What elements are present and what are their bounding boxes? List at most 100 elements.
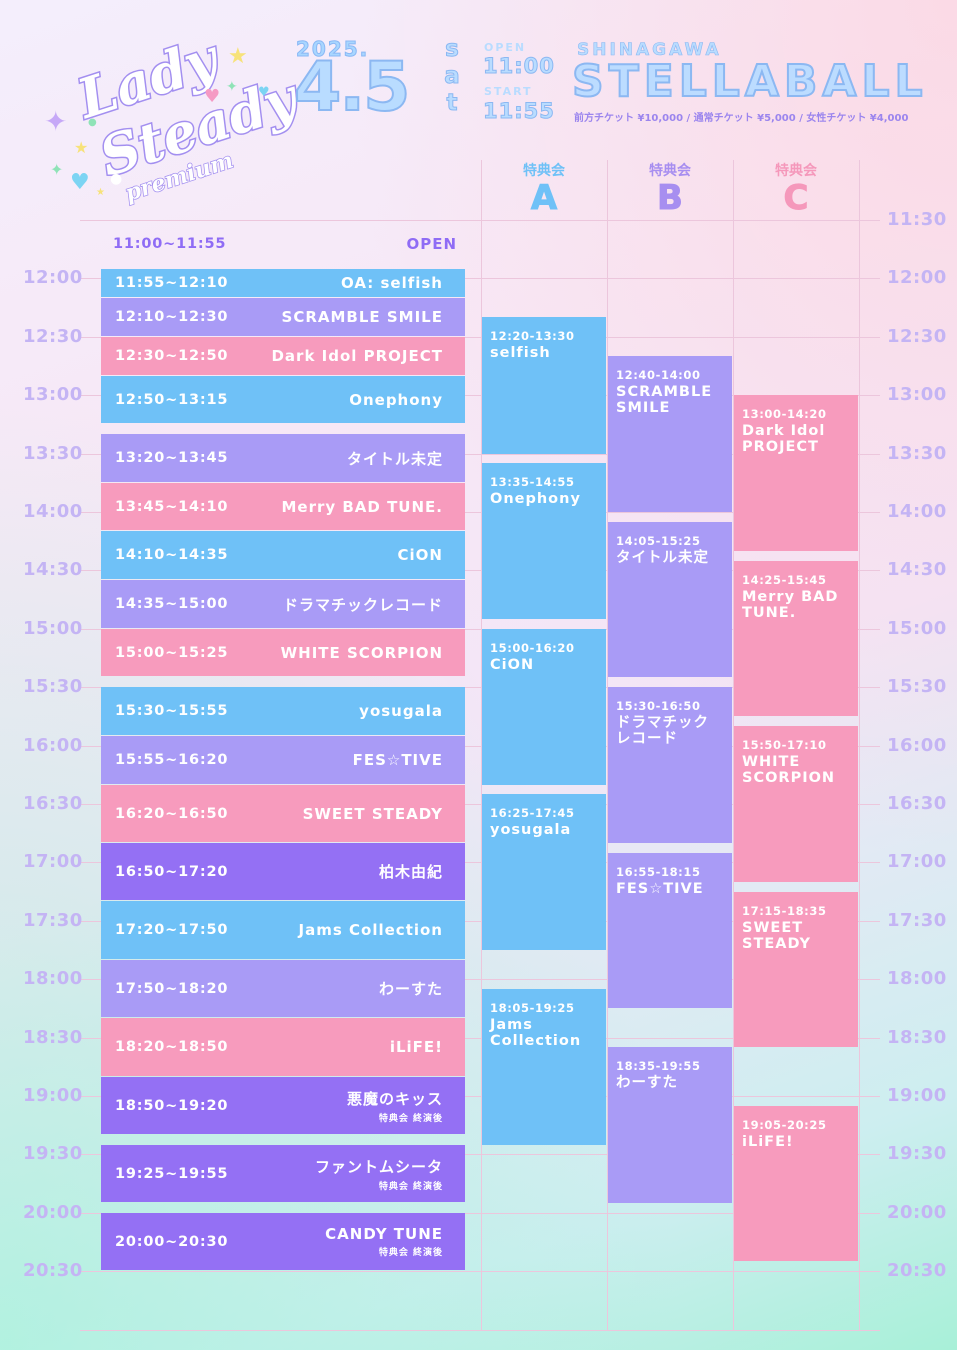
live-slot: 14:35~15:00 ドラマチックレコード — [101, 580, 465, 628]
live-slot: 17:50~18:20 わーすた — [101, 960, 465, 1017]
time-label-right: 18:00 — [887, 968, 947, 989]
sparkle-icon: ✦ — [50, 160, 64, 179]
live-slot-artist-wrap: FES☆TIVE — [353, 751, 443, 769]
open-time: 11:00 — [483, 54, 555, 79]
grid-line — [80, 687, 880, 688]
live-slot-artist-wrap: ファントムシータ 特典会 終演後 — [315, 1156, 443, 1192]
booth-slot: 18:35-19:55 わーすた — [608, 1047, 732, 1203]
time-label-left: 20:00 — [23, 1202, 83, 1223]
time-label-left: 16:30 — [23, 793, 83, 814]
event-year: 2025. — [295, 37, 370, 62]
live-slot: 20:00~20:30 CANDY TUNE 特典会 終演後 — [101, 1213, 465, 1270]
booth-slot-artist: iLiFE! — [742, 1134, 794, 1150]
booth-slot-artist: Merry BAD TUNE. — [742, 589, 839, 621]
live-slot-artist: 悪魔のキッス — [346, 1089, 443, 1108]
booth-slot: 12:20-13:30 selfish — [482, 317, 606, 454]
booth-slot: 16:25-17:45 yosugala — [482, 794, 606, 950]
live-slot-artist-wrap: 悪魔のキッス 特典会 終演後 — [347, 1088, 443, 1124]
live-slot-note: 特典会 終演後 — [378, 1248, 443, 1258]
booth-slot-time: 15:50-17:10 — [742, 738, 827, 752]
time-label-left: 19:30 — [23, 1143, 83, 1164]
column-divider — [607, 160, 608, 1330]
booth-slot-artist: わーすた — [616, 1075, 678, 1091]
live-slot-artist: わーすた — [378, 980, 443, 998]
time-label-right: 11:30 — [887, 209, 947, 230]
live-slot-artist: yosugala — [359, 702, 443, 720]
time-label-left: 20:30 — [23, 1260, 83, 1281]
live-slot-artist: ファントムシータ — [314, 1157, 443, 1176]
live-slot: 15:00~15:25 WHITE SCORPION — [101, 629, 465, 676]
open-row: 11:00~11:55 OPEN — [101, 232, 457, 256]
live-slot: 19:25~19:55 ファントムシータ 特典会 終演後 — [101, 1145, 465, 1202]
column-divider — [481, 160, 482, 1330]
grid-line — [80, 804, 880, 805]
grid-line — [80, 1271, 880, 1272]
time-label-left: 13:30 — [23, 443, 83, 464]
live-slot-time: 17:20~17:50 — [115, 922, 229, 938]
booth-header-letter: B — [657, 178, 684, 218]
live-slot-artist-wrap: OA: selfish — [341, 274, 443, 292]
grid-line — [80, 1330, 880, 1331]
time-label-right: 16:30 — [887, 793, 947, 814]
live-slot: 16:50~17:20 柏木由紀 — [101, 843, 465, 900]
booth-header-sub: 特典会 — [523, 163, 565, 179]
booth-slot-artist: タイトル未定 — [616, 550, 709, 566]
live-slot-artist: Merry BAD TUNE. — [281, 497, 443, 516]
time-label-left: 12:30 — [23, 326, 83, 347]
heart-icon: ♥ — [204, 86, 221, 107]
booth-header-c: 特典会 C — [733, 160, 859, 217]
live-slot-time: 15:30~15:55 — [115, 703, 229, 719]
time-label-right: 13:00 — [887, 384, 947, 405]
live-slot-artist-wrap: Merry BAD TUNE. — [281, 498, 443, 516]
live-slot-artist-wrap: CiON — [398, 546, 443, 564]
time-label-right: 20:30 — [887, 1260, 947, 1281]
live-slot-artist: SCRAMBLE SMILE — [281, 308, 443, 326]
booth-slot-time: 15:30-16:50 — [616, 699, 701, 713]
booth-slot-artist: yosugala — [490, 822, 572, 838]
booth-slot: 15:30-16:50 ドラマチックレコード — [608, 687, 732, 843]
live-slot-time: 20:00~20:30 — [115, 1233, 229, 1250]
live-slot-time: 14:35~15:00 — [115, 596, 229, 612]
grid-line — [80, 979, 880, 980]
grid-line — [80, 454, 880, 455]
live-slot-artist: WHITE SCORPION — [280, 643, 443, 662]
booth-slot-artist: Dark Idol PROJECT — [742, 423, 826, 455]
dow-letter: a — [444, 63, 461, 90]
live-slot-artist-wrap: わーすた — [379, 978, 443, 999]
column-divider — [859, 160, 860, 1330]
time-label-right: 15:30 — [887, 676, 947, 697]
booth-header-b: 特典会 B — [607, 160, 733, 218]
time-label-right: 16:00 — [887, 735, 947, 756]
grid-line — [80, 921, 880, 922]
grid-line — [80, 746, 880, 747]
live-slot-artist-wrap: Dark Idol PROJECT — [271, 347, 443, 365]
live-slot: 12:30~12:50 Dark Idol PROJECT — [101, 337, 465, 375]
star-icon: ★ — [228, 44, 248, 69]
booth-slot-artist: ドラマチックレコード — [616, 715, 709, 747]
time-label-right: 12:00 — [887, 267, 947, 288]
grid-line — [80, 1154, 880, 1155]
live-slot-time: 12:10~12:30 — [115, 309, 229, 325]
time-label-right: 15:00 — [887, 618, 947, 639]
live-slot-artist-wrap: SCRAMBLE SMILE — [282, 308, 443, 326]
live-slot-time: 19:25~19:55 — [115, 1165, 229, 1182]
live-slot-time: 18:50~19:20 — [115, 1097, 229, 1114]
booth-slot: 13:35-14:55 Onephony — [482, 463, 606, 619]
booth-slot-artist: Jams Collection — [490, 1017, 582, 1049]
live-slot-time: 11:55~12:10 — [115, 275, 229, 291]
grid-line — [80, 278, 880, 279]
venue-area: SHINAGAWA — [577, 40, 722, 61]
time-label-right: 19:30 — [887, 1143, 947, 1164]
time-label-left: 16:00 — [23, 735, 83, 756]
booth-slot-artist: Onephony — [490, 491, 581, 507]
grid-line — [80, 220, 880, 221]
time-label-right: 14:30 — [887, 559, 947, 580]
grid-line — [80, 570, 880, 571]
star-icon: ★ — [74, 138, 89, 157]
event-date: 4.5 — [293, 47, 411, 128]
live-slot-artist-wrap: iLiFE! — [390, 1038, 443, 1056]
live-slot-artist-wrap: タイトル未定 — [347, 448, 443, 469]
booth-slot: 13:00-14:20 Dark Idol PROJECT — [734, 395, 858, 551]
live-slot-time: 12:30~12:50 — [115, 348, 229, 364]
grid-line — [80, 1213, 880, 1214]
